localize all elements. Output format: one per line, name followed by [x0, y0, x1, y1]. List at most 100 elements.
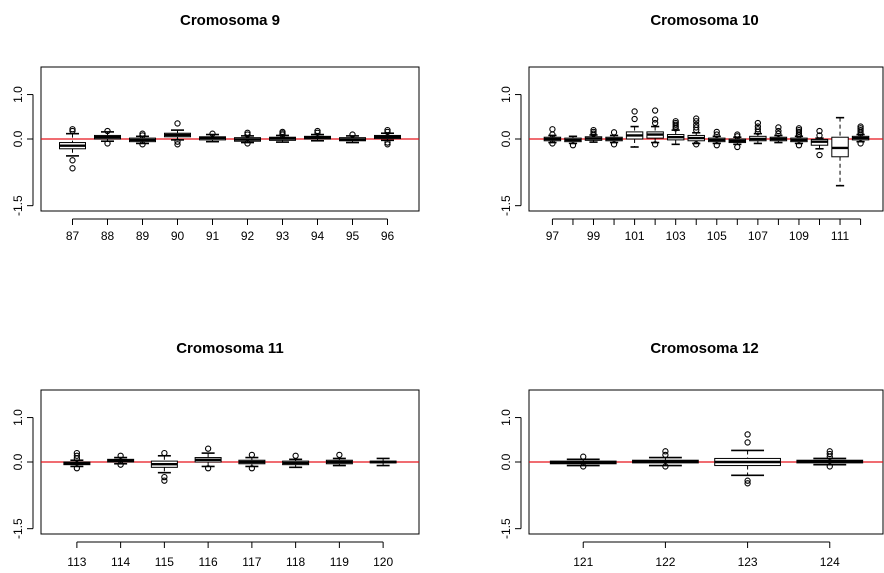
x-tick-label: 94	[311, 229, 325, 243]
outlier-point	[104, 140, 111, 147]
box-121	[549, 453, 617, 470]
box-110	[810, 127, 829, 159]
chart-title: Cromosoma 10	[650, 12, 758, 29]
outlier-point	[744, 439, 751, 446]
x-tick-label: 95	[346, 229, 360, 243]
outlier-point	[826, 448, 833, 455]
box-94	[304, 127, 331, 142]
box-118	[282, 452, 310, 469]
box-97	[543, 126, 562, 147]
outlier-point	[610, 129, 618, 136]
x-tick-label: 116	[199, 555, 218, 569]
box-119	[325, 451, 353, 467]
outlier-point	[857, 140, 864, 147]
outlier-point	[744, 477, 751, 484]
outlier-point	[610, 141, 618, 148]
outlier-point	[244, 129, 251, 136]
outlier-point	[693, 124, 700, 131]
x-tick-label: 93	[276, 229, 290, 243]
y-tick-label: 0.0	[499, 453, 513, 470]
outlier-point	[693, 141, 700, 148]
outlier-point	[631, 115, 638, 123]
y-tick-label: -1.5	[11, 195, 25, 216]
y-tick-label: 1.0	[11, 409, 25, 426]
outlier-point	[816, 132, 823, 139]
outlier-point	[744, 431, 751, 438]
x-tick-label: 97	[546, 229, 560, 243]
outlier-point	[651, 119, 659, 127]
outlier-point	[693, 118, 700, 125]
outlier-point	[713, 131, 720, 138]
box-113	[63, 449, 91, 472]
box-95	[339, 131, 366, 144]
outlier-point	[174, 138, 181, 145]
boxplot-panel-1: Cromosoma 10 1.0 0.0 -1.5 97 99 101 103 105 107 10…	[499, 12, 884, 243]
x-tick-label: 103	[666, 229, 686, 243]
outlier-point	[775, 130, 782, 137]
outlier-point	[826, 450, 833, 458]
box-104	[687, 115, 705, 148]
chart-title: Cromosoma 11	[176, 340, 284, 357]
x-tick-label: 105	[707, 229, 727, 243]
x-tick-label: 90	[171, 229, 185, 243]
box-91	[199, 130, 226, 143]
outlier-point	[384, 141, 391, 148]
x-tick-label: 107	[748, 229, 768, 243]
outlier-point	[775, 124, 782, 131]
outlier-point	[754, 119, 762, 127]
outlier-point	[713, 142, 720, 149]
outlier-point	[569, 142, 577, 149]
outlier-point	[713, 128, 720, 136]
outlier-point	[244, 140, 251, 147]
outlier-point	[590, 126, 597, 134]
y-tick-label: 1.0	[499, 409, 513, 426]
x-tick-label: 115	[155, 555, 174, 569]
y-tick-label: -1.5	[499, 195, 513, 216]
box-100	[605, 129, 623, 148]
outlier-point	[73, 452, 81, 459]
box-116	[194, 445, 222, 472]
x-tick-label: 118	[286, 555, 305, 569]
outlier-point	[857, 123, 864, 130]
y-tick-label: -1.5	[499, 518, 513, 539]
x-tick-label: 123	[738, 555, 758, 569]
boxplot-panel-2: Cromosoma 11 1.0 0.0 -1.5 113 114 115 116 117 118…	[11, 340, 420, 569]
y-tick-label: 1.0	[499, 86, 513, 103]
y-tick-label: 0.0	[11, 130, 25, 147]
outlier-point	[161, 477, 168, 484]
x-tick-label: 101	[625, 229, 645, 243]
box-105	[708, 128, 726, 149]
outlier-point	[651, 107, 659, 114]
x-tick-label: 99	[587, 229, 601, 243]
outlier-point	[161, 473, 168, 481]
outlier-point	[672, 118, 679, 125]
outlier-point	[384, 126, 391, 134]
y-tick-label: 1.0	[11, 86, 25, 103]
y-tick-label: 0.0	[499, 130, 513, 147]
boxplot-panel-0: Cromosoma 9 1.0 0.0 -1.5 87 88 89 90 91 92 93 94 95 9…	[11, 12, 420, 243]
box-90	[164, 120, 191, 148]
box-120	[369, 457, 397, 467]
outlier-point	[549, 126, 556, 133]
box-92	[234, 129, 261, 147]
outlier-point	[73, 465, 81, 472]
box-122	[632, 448, 699, 470]
x-tick-label: 88	[101, 229, 115, 243]
box-112	[851, 123, 870, 147]
x-tick-label: 111	[831, 229, 850, 243]
box-89	[129, 130, 156, 148]
box-106	[728, 131, 747, 151]
outlier-point	[662, 448, 669, 455]
box-99	[584, 126, 603, 143]
outlier-point	[69, 157, 76, 164]
outlier-point	[139, 130, 146, 137]
boxplot-panel-3: Cromosoma 12 1.0 0.0 -1.5 121 122 123 124	[499, 340, 884, 569]
outlier-point	[209, 130, 216, 137]
outlier-point	[580, 453, 587, 460]
outlier-point	[795, 142, 803, 149]
outlier-point	[117, 452, 124, 459]
outlier-point	[248, 451, 256, 459]
outlier-point	[139, 141, 146, 148]
x-tick-label: 89	[136, 229, 150, 243]
box-114	[107, 452, 135, 468]
